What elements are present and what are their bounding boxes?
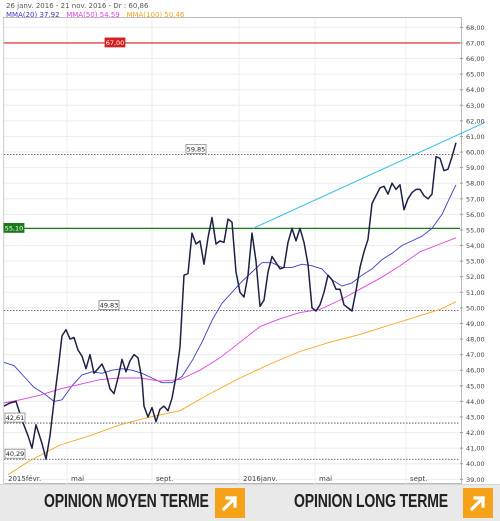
y-tick-label: 48,00 [466,336,485,344]
level-label-box [3,223,25,233]
y-tick-label: 45,00 [466,382,485,390]
y-tick-label: 44,00 [466,398,485,406]
y-tick-label: 56,00 [466,211,485,219]
y-tick-label: 57,00 [466,195,485,203]
y-tick-label: 61,00 [466,133,485,141]
y-tick-label: 51,00 [466,289,485,297]
y-tick-label: 40,00 [466,460,485,468]
level-label-box [4,412,26,423]
x-tick-label: mai [71,475,84,483]
y-tick-label: 43,00 [466,413,485,421]
opinion-mid-term-label: OPINION MOYEN TERME [44,491,209,511]
series-line-mma-100 [7,301,457,475]
series-line-mma-20 [3,184,457,402]
ma-legend: MMA(20) 37.92 MMA(50) 54.59 MMA(100) 50.… [6,11,184,19]
level-label-box [4,448,26,459]
arrow-up-right-icon [221,495,238,512]
level-label: 59,85 [187,145,206,153]
series-line-mma-50 [3,237,457,404]
y-tick-label: 49,00 [466,320,485,328]
level-label-box [98,300,120,310]
y-axis: 39,00 40,00 41,00 42,00 43,00 44,00 45,00 46,00… [460,24,485,484]
y-tick-label: 58,00 [466,180,485,188]
x-axis: 2015févr. mai sept. 2016janv. mai sept. [8,475,427,483]
y-tick-label: 46,00 [466,367,485,375]
y-tick-label: 52,00 [466,273,485,281]
opinion-long-term-label: OPINION LONG TERME [294,491,448,511]
price-chart: 67,00 55,10 59,85 49,83 42,61 40,29 39,00 40,0… [3,17,486,484]
x-tick-label: mai [319,475,332,483]
series [3,121,486,475]
y-tick-label: 41,00 [466,445,485,453]
y-tick-label: 55,00 [466,226,485,234]
level-label: 67,00 [106,39,125,47]
legend-ma20-value: 37.92 [39,11,60,19]
y-tick-label: 66,00 [466,55,485,63]
y-tick-label: 53,00 [466,258,485,266]
chart-frame [3,17,462,484]
x-tick-label: 2015févr. [8,475,41,483]
arrow-up-right-icon [469,495,486,512]
x-tick-label: sept. [410,475,427,483]
legend-ma20-label: MMA(20) [6,11,38,19]
y-tick-label: 47,00 [466,351,485,359]
level-label: 42,61 [6,414,25,422]
level-label: 55,10 [5,224,24,232]
x-tick-label: 2016janv. [243,475,277,483]
series-line-price [3,142,457,460]
y-tick-label: 65,00 [466,71,485,79]
opinion-mid-term-button[interactable] [215,488,245,518]
legend-ma50-value: 54.59 [99,11,120,19]
y-tick-label: 62,00 [466,117,485,125]
y-tick-label: 50,00 [466,304,485,312]
y-tick-label: 68,00 [466,24,485,32]
level-label: 40,29 [6,450,25,458]
trend-line [252,121,486,229]
opinion-bar: OPINION MOYEN TERME OPINION LONG TERME [0,484,500,521]
period-header: 26 janv. 2016 - 21 nov. 2016 - Dr : 60,8… [6,2,149,10]
y-tick-label: 60,00 [466,149,485,157]
y-tick-label: 67,00 [466,39,485,47]
y-tick-label: 63,00 [466,102,485,110]
x-tick-label: sept. [156,475,173,483]
y-tick-label: 64,00 [466,86,485,94]
legend-ma100-value: 50.46 [164,11,185,19]
legend-ma50-label: MMA(50) [66,11,98,19]
y-tick-label: 42,00 [466,429,485,437]
level-label-box [185,143,207,154]
y-tick-label: 54,00 [466,242,485,250]
y-tick-label: 59,00 [466,164,485,172]
opinion-long-term-button[interactable] [463,488,493,518]
level-label-box [104,37,126,48]
level-labels: 67,00 55,10 59,85 49,83 42,61 40,29 [3,37,207,459]
level-label: 49,83 [100,302,119,310]
y-tick-label: 39,00 [466,476,485,484]
legend-ma100-label: MMA(100) [126,11,163,19]
